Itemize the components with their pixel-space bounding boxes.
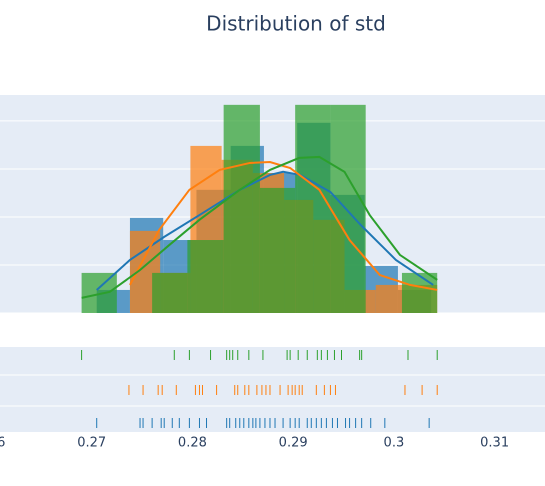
chart-title: Distribution of std: [206, 12, 386, 36]
x-tick-label: 0.3: [384, 436, 405, 451]
histogram-bar: [375, 284, 407, 313]
histogram-bar: [152, 272, 188, 313]
histogram-bar: [187, 240, 224, 313]
x-tick-label: 0.27: [77, 436, 106, 451]
x-tick-label: 0.29: [279, 436, 308, 451]
histogram-bar: [223, 104, 260, 313]
kde-curve: [96, 170, 434, 291]
histogram-bar: [81, 272, 117, 313]
histogram-bar: [259, 187, 296, 313]
histogram-bar: [401, 272, 438, 313]
rug-background: [0, 347, 545, 432]
x-tick-label: 0.31: [480, 436, 509, 451]
x-tick-label: 0.28: [178, 436, 207, 451]
histogram-bar: [330, 104, 366, 313]
kde-curve: [81, 155, 438, 299]
x-tick-label: 0.26: [0, 436, 5, 451]
histogram-bar: [295, 104, 331, 313]
